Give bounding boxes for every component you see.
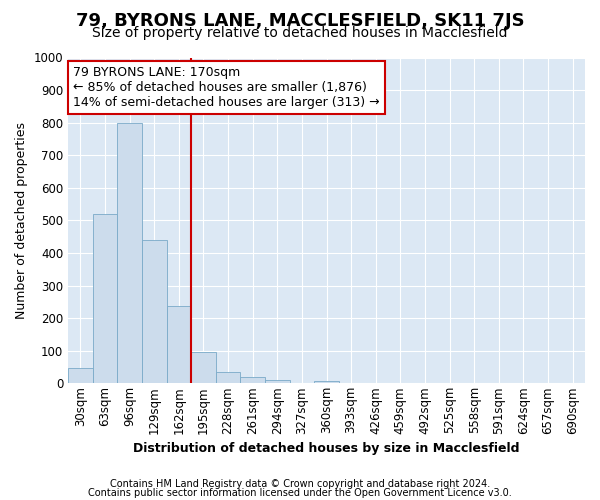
Text: 79 BYRONS LANE: 170sqm
← 85% of detached houses are smaller (1,876)
14% of semi-: 79 BYRONS LANE: 170sqm ← 85% of detached… bbox=[73, 66, 380, 108]
Text: 79, BYRONS LANE, MACCLESFIELD, SK11 7JS: 79, BYRONS LANE, MACCLESFIELD, SK11 7JS bbox=[76, 12, 524, 30]
Bar bbox=[314, 380, 339, 384]
Bar bbox=[68, 368, 92, 384]
Text: Contains public sector information licensed under the Open Government Licence v3: Contains public sector information licen… bbox=[88, 488, 512, 498]
Bar bbox=[92, 214, 117, 384]
Bar bbox=[117, 122, 142, 384]
Y-axis label: Number of detached properties: Number of detached properties bbox=[15, 122, 28, 319]
Bar bbox=[216, 372, 241, 384]
Text: Contains HM Land Registry data © Crown copyright and database right 2024.: Contains HM Land Registry data © Crown c… bbox=[110, 479, 490, 489]
Bar bbox=[191, 352, 216, 384]
Text: Size of property relative to detached houses in Macclesfield: Size of property relative to detached ho… bbox=[92, 26, 508, 40]
Bar bbox=[167, 306, 191, 384]
Bar bbox=[241, 378, 265, 384]
Bar bbox=[142, 240, 167, 384]
Bar bbox=[265, 380, 290, 384]
X-axis label: Distribution of detached houses by size in Macclesfield: Distribution of detached houses by size … bbox=[133, 442, 520, 455]
